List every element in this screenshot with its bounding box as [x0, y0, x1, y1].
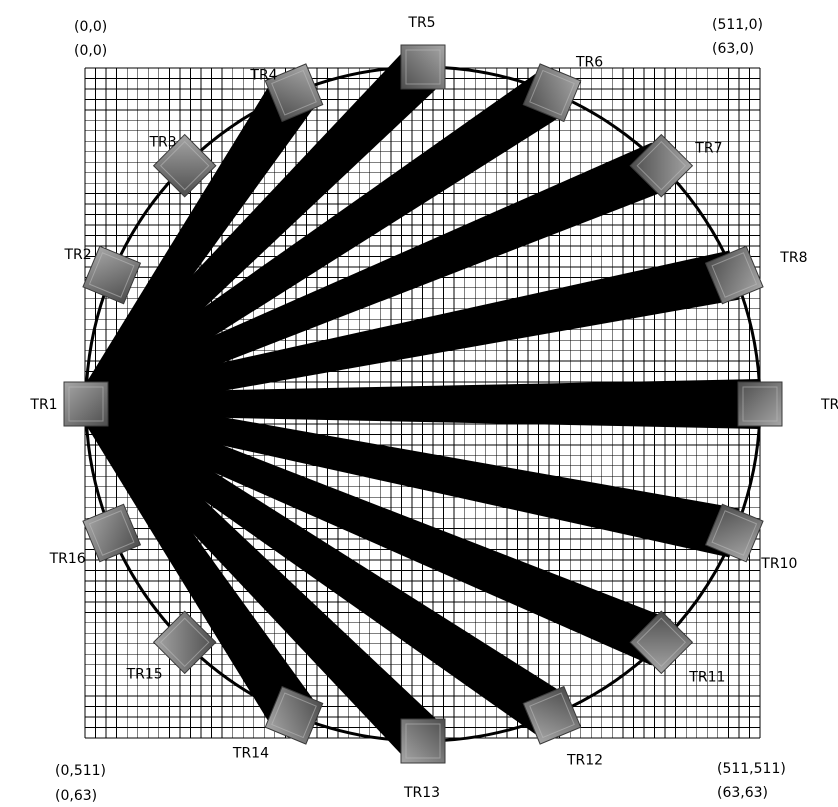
transducer-bevel — [159, 617, 210, 668]
transducer-bevel — [405, 723, 441, 759]
corner-label-bottom-right: (511,511) (63,63) — [717, 761, 786, 801]
transducer-tr5 — [400, 44, 446, 90]
transducer-label-tr4: TR4 — [249, 68, 277, 84]
transducer-tr3 — [152, 133, 217, 198]
transducer-tr16 — [82, 503, 142, 563]
transducer-block — [264, 685, 324, 745]
transducer-tr7 — [629, 133, 694, 198]
corner-label-top-right: (511,0) (63,0) — [712, 17, 763, 57]
corner-pixel-coordinate: (511,0) — [712, 17, 763, 33]
transducer-block — [629, 133, 694, 198]
transducer-block — [82, 245, 142, 305]
transducer-bevel — [271, 69, 317, 116]
transducer-tr15 — [152, 610, 217, 675]
transducer-block — [400, 44, 446, 90]
transducer-tr2 — [82, 245, 142, 305]
beam-tr1-tr13 — [78, 396, 441, 759]
beam-tr1-tr4 — [76, 78, 315, 411]
transducer-bevel — [711, 510, 758, 556]
transducer-tr9 — [737, 381, 783, 427]
transducer-bevel — [529, 692, 575, 739]
transducer-bevel — [742, 386, 778, 422]
transducer-block — [152, 133, 217, 198]
transducer-tr14 — [264, 685, 324, 745]
transducer-tr1 — [63, 381, 109, 427]
transducer-label-tr9: TR9 — [820, 397, 838, 413]
transducer-label-tr3: TR3 — [149, 135, 177, 151]
transducer-tr4 — [264, 63, 324, 123]
transducer-bevel — [159, 140, 210, 191]
transducer-tr13 — [400, 718, 446, 764]
corner-cell-coordinate: (0,0) — [74, 43, 107, 59]
transducer-label-tr16: TR16 — [49, 551, 86, 567]
transducer-label-tr14: TR14 — [232, 745, 269, 761]
transducer-block — [522, 63, 582, 123]
transducer-bevel — [68, 386, 104, 422]
transducer-label-tr11: TR11 — [688, 669, 725, 685]
transducer-label-tr6: TR6 — [575, 55, 603, 71]
transducer-block — [63, 381, 109, 427]
transducer-label-tr1: TR1 — [29, 397, 57, 413]
corner-pixel-coordinate: (0,511) — [55, 763, 106, 779]
transducer-tr8 — [704, 245, 764, 305]
corner-label-top-left: (0,0) (0,0) — [74, 19, 107, 59]
beam-tr1-tr5 — [78, 49, 441, 412]
beam-tr1-tr8 — [83, 250, 740, 415]
corner-cell-coordinate: (63,63) — [717, 785, 768, 801]
transducer-label-tr10: TR10 — [760, 556, 797, 572]
beam-tr1-tr11 — [81, 393, 671, 666]
beam-tr1-tr12 — [79, 394, 566, 737]
beam-tr1-tr9 — [86, 379, 760, 429]
transducer-bevel — [88, 510, 135, 556]
transducer-label-tr12: TR12 — [566, 752, 603, 768]
transducer-label-tr7: TR7 — [694, 141, 722, 157]
transducer-label-tr8: TR8 — [779, 250, 807, 266]
beam-tr1-tr7 — [81, 142, 671, 415]
transducer-tr12 — [522, 685, 582, 745]
corner-label-bottom-left: (0,511) (0,63) — [55, 763, 106, 804]
transducer-block — [704, 245, 764, 305]
transducer-tr6 — [522, 63, 582, 123]
transducer-label-tr13: TR13 — [403, 785, 440, 801]
transducer-bevel — [636, 140, 687, 191]
transducer-bevel — [636, 617, 687, 668]
transducer-bevel — [529, 69, 575, 116]
transducer-block — [629, 610, 694, 675]
transducer-tr10 — [704, 503, 764, 563]
beam-tr1-tr6 — [79, 71, 566, 414]
transducer-ring — [63, 44, 783, 764]
transducer-bevel — [405, 49, 441, 85]
sound-beams — [76, 49, 760, 759]
transducer-block — [522, 685, 582, 745]
transducer-label-tr15: TR15 — [126, 666, 163, 682]
corner-cell-coordinate: (0,63) — [55, 788, 97, 804]
transducer-block — [264, 63, 324, 123]
transducer-bevel — [271, 692, 317, 739]
transducer-block — [400, 718, 446, 764]
transducer-block — [704, 503, 764, 563]
corner-cell-coordinate: (63,0) — [712, 41, 754, 57]
transducer-labels: TR1 TR2 TR3 TR4 TR5 TR6 TR7 TR8 TR9 TR10 TR11 TR12 T… — [29, 15, 838, 801]
transducer-block — [82, 503, 142, 563]
transducer-tr11 — [629, 610, 694, 675]
transducer-bevel — [88, 252, 135, 298]
corner-pixel-coordinate: (511,511) — [717, 761, 786, 777]
transducer-block — [737, 381, 783, 427]
transducer-bevel — [711, 252, 758, 298]
transducer-label-tr5: TR5 — [407, 15, 435, 31]
transducer-label-tr2: TR2 — [64, 247, 92, 263]
beam-tr1-tr14 — [76, 397, 315, 730]
beam-tr1-tr10 — [83, 393, 740, 558]
transducer-block — [152, 610, 217, 675]
corner-pixel-coordinate: (0,0) — [74, 19, 107, 35]
